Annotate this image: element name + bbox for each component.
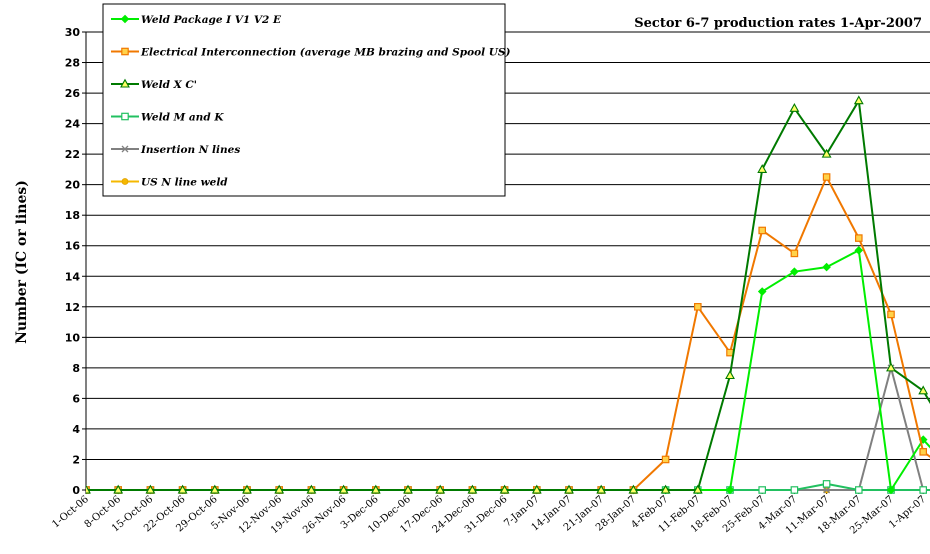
data-point xyxy=(403,484,413,494)
data-point xyxy=(435,484,446,494)
y-tick-label: 28 xyxy=(65,57,80,70)
y-tick-label: 4 xyxy=(72,423,80,436)
data-point xyxy=(242,484,252,494)
data-point xyxy=(274,484,285,494)
data-point xyxy=(306,484,317,494)
data-point xyxy=(757,164,768,173)
legend-label: Weld X C' xyxy=(141,79,197,91)
legend-label: Insertion N lines xyxy=(140,144,240,156)
data-point xyxy=(757,287,767,296)
data-point xyxy=(919,486,928,494)
data-point xyxy=(822,486,831,494)
legend-entry: Electrical Interconnection (average MB b… xyxy=(111,47,510,59)
legend-entry: Weld M and K xyxy=(111,112,224,124)
legend-label: Weld Package I V1 V2 E xyxy=(141,14,282,26)
data-point xyxy=(886,485,896,495)
data-point xyxy=(886,362,896,372)
marker-stroke xyxy=(121,145,129,153)
legend-marker xyxy=(120,78,130,88)
series-lines xyxy=(86,95,930,495)
legend-label: US N line weld xyxy=(141,177,228,189)
y-tick-label: 14 xyxy=(65,270,81,283)
data-point xyxy=(564,484,574,494)
data-point xyxy=(209,484,220,494)
data-point xyxy=(86,484,91,494)
data-point xyxy=(854,246,864,255)
x-tick-labels: 1-Oct-068-Oct-0615-Oct-0622-Oct-0629-Oct… xyxy=(50,494,928,537)
y-tick-label: 8 xyxy=(72,362,80,375)
y-tick-label: 26 xyxy=(65,87,81,100)
data-point xyxy=(822,480,831,488)
data-point xyxy=(790,249,799,258)
data-point xyxy=(919,448,928,456)
legend: Weld Package I V1 V2 E Electrical Interco… xyxy=(102,3,510,197)
y-tick-label: 2 xyxy=(72,453,80,466)
legend-entry: Weld Package I V1 V2 E xyxy=(111,14,282,26)
marker-stroke xyxy=(823,486,831,494)
y-tick-label: 10 xyxy=(65,331,81,344)
series-1 xyxy=(86,173,930,494)
data-point xyxy=(822,173,831,181)
data-point xyxy=(531,484,542,494)
data-point xyxy=(790,486,799,494)
legend-marker xyxy=(121,47,129,56)
data-point xyxy=(145,484,156,494)
data-point xyxy=(661,455,670,464)
data-point xyxy=(789,103,800,112)
y-tick-label: 20 xyxy=(65,179,81,192)
legend-entry: Weld X C' xyxy=(111,78,197,91)
series-0 xyxy=(86,246,930,495)
legend-label: Electrical Interconnection (average MB b… xyxy=(140,47,510,59)
legend-entry: Insertion N lines xyxy=(111,144,240,156)
data-point xyxy=(628,484,639,494)
data-point xyxy=(853,95,864,105)
data-point xyxy=(790,267,799,276)
y-tick-label: 24 xyxy=(65,118,81,131)
y-tick-label: 16 xyxy=(65,240,81,253)
series-2 xyxy=(86,95,930,494)
y-tick-label: 18 xyxy=(65,209,80,222)
chart-title: Sector 6-7 production rates 1-Apr-2007 xyxy=(634,16,922,31)
series-line xyxy=(86,99,930,491)
y-tick-label: 22 xyxy=(65,148,80,161)
data-point xyxy=(725,485,735,495)
data-point xyxy=(887,310,895,319)
series-line xyxy=(86,249,930,491)
data-point xyxy=(758,486,767,494)
y-axis-label: Number (IC or lines) xyxy=(14,180,30,344)
data-point xyxy=(758,226,767,235)
data-point xyxy=(177,484,188,494)
legend-box xyxy=(102,3,506,197)
data-point xyxy=(692,484,703,494)
data-point xyxy=(821,148,832,158)
legend-entry: US N line weld xyxy=(111,177,228,189)
data-point xyxy=(499,484,510,494)
data-point xyxy=(467,484,478,494)
legend-label: Weld M and K xyxy=(141,112,224,124)
data-point xyxy=(725,370,735,380)
data-point xyxy=(660,484,671,494)
data-point xyxy=(370,484,381,494)
y-tick-label: 30 xyxy=(65,26,81,39)
series-line xyxy=(86,176,930,491)
y-tick-label: 12 xyxy=(65,301,80,314)
legend-marker xyxy=(121,145,129,153)
data-point xyxy=(596,484,607,494)
legend-marker xyxy=(120,14,130,24)
data-point xyxy=(822,262,831,272)
data-point xyxy=(693,303,702,311)
y-tick-label: 6 xyxy=(72,392,80,405)
legend-marker xyxy=(121,178,129,185)
data-point xyxy=(113,484,124,494)
data-point xyxy=(854,234,863,242)
data-point xyxy=(854,486,863,494)
y-tick-label: 0 xyxy=(72,484,80,497)
data-point xyxy=(338,484,349,494)
legend-marker xyxy=(121,112,129,121)
data-point xyxy=(918,385,929,395)
